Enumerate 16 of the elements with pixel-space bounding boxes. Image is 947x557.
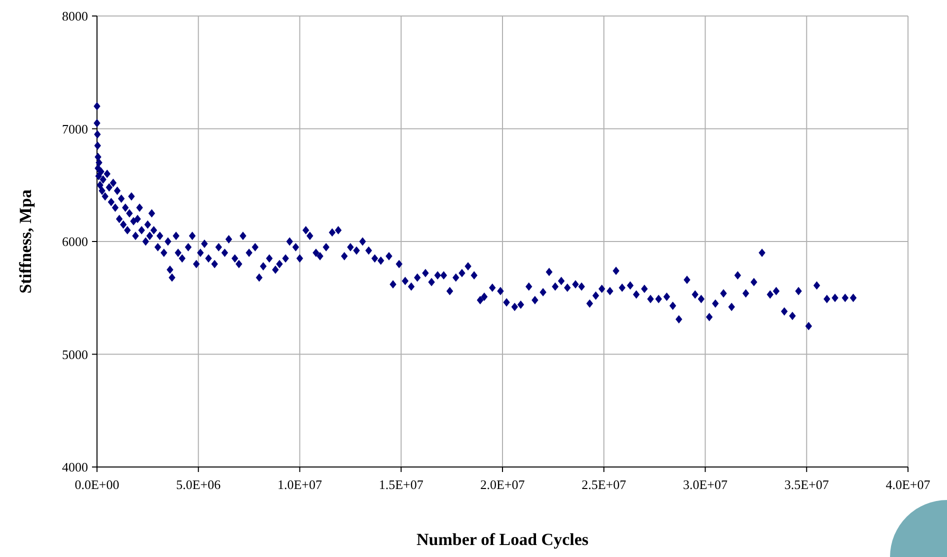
- x-tick-label: 2.0E+07: [480, 477, 526, 492]
- x-tick-label: 1.5E+07: [378, 477, 424, 492]
- x-tick-label: 3.5E+07: [784, 477, 830, 492]
- y-tick-label: 6000: [62, 234, 88, 249]
- x-tick-label: 0.0E+00: [74, 477, 120, 492]
- y-tick-label: 4000: [62, 460, 88, 474]
- y-tick-label: 5000: [62, 346, 88, 362]
- y-axis-title: Stiffness, Mpa: [16, 189, 35, 294]
- x-tick-label: 4.0E+07: [886, 477, 931, 492]
- x-tick-label: 3.0E+07: [682, 477, 728, 492]
- x-tick-label: 2.5E+07: [582, 477, 627, 492]
- y-tick-label: 8000: [62, 8, 88, 24]
- x-tick-label: 1.0E+07: [277, 477, 323, 492]
- x-tick-label: 5.0E+06: [176, 477, 222, 492]
- x-axis-title: Number of Load Cycles: [416, 530, 589, 549]
- y-tick-label: 7000: [62, 121, 88, 136]
